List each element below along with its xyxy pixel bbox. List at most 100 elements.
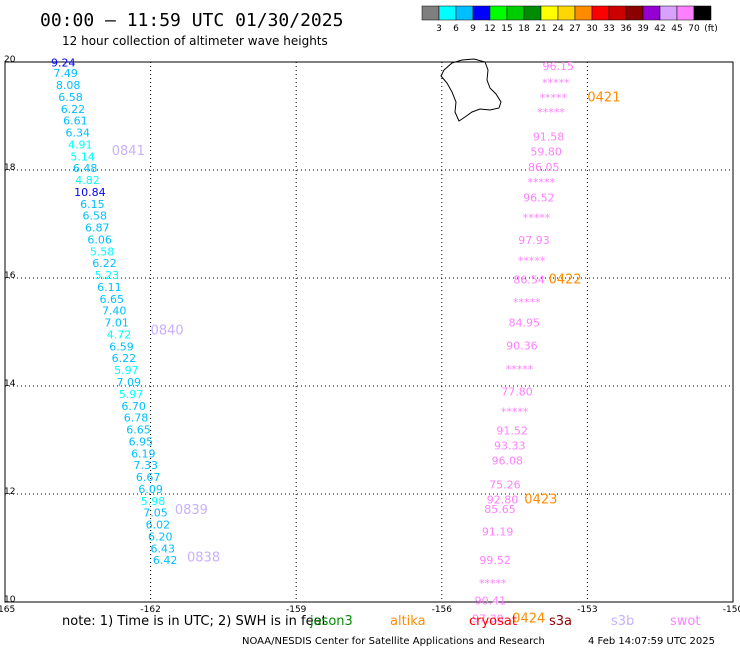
axis-ticks: -165 -162 -159 -156 -153 -150 10 12 14 16 18 20 (0, 55, 740, 615)
swh-value-s3b: 4.72 (107, 328, 132, 341)
swh-value-s3b: 6.22 (92, 257, 117, 270)
y-tick-label: 18 (4, 163, 16, 173)
hawaii-island-outline (440, 58, 502, 122)
chart-subtitle: 12 hour collection of altimeter wave hei… (62, 34, 328, 48)
legend-swatch (676, 5, 695, 21)
legend-swatch (557, 5, 576, 21)
legend-label: 30 (586, 24, 598, 34)
swh-value-s3b: 10.84 (74, 186, 106, 199)
satellite-legend: jason3 altika cryosat s3a s3b swot (309, 614, 700, 629)
legend-swatch (659, 5, 678, 21)
swh-value-s3b: 6.95 (129, 435, 154, 448)
x-tick-label: -165 (0, 605, 15, 615)
pass-label: 0423 (524, 493, 557, 508)
y-tick-label: 10 (4, 595, 16, 605)
satellite-label: s3b (611, 614, 634, 629)
legend-label: 33 (603, 24, 614, 34)
swh-value-s3b: 6.22 (112, 352, 137, 365)
satellite-label: cryosat (469, 614, 517, 629)
swh-value-swot: 91.58 (533, 130, 565, 143)
swh-value-s3b: 8.08 (56, 79, 81, 92)
swh-value-s3b: 6.43 (150, 542, 175, 555)
legend-label: 18 (518, 24, 530, 34)
color-legend: 3 6 9 12 15 18 21 24 27 30 33 36 39 42 45 70 (ft) (421, 5, 718, 34)
swh-value-swot: 93.33 (494, 440, 526, 453)
pass-labels: 0841 0840 0839 0838 0421 0422 0423 0424 (112, 90, 621, 626)
swh-value-swot: ***** (542, 76, 570, 89)
swh-value-swot: ***** (518, 255, 546, 268)
swh-value-s3b: 6.15 (80, 198, 105, 211)
swh-value-s3b: 6.65 (100, 293, 125, 306)
x-tick-label: -156 (432, 605, 453, 615)
legend-swatch (455, 5, 474, 21)
legend-swatch (591, 5, 610, 21)
pass-label: 0841 (112, 144, 145, 159)
swh-value-swot: 59.80 (530, 145, 562, 158)
legend-label: 39 (637, 24, 649, 34)
note-text: note: 1) Time is in UTC; 2) SWH is in fe… (62, 614, 327, 629)
swh-value-s3b: 6.61 (63, 115, 88, 128)
legend-label: 36 (620, 24, 632, 34)
plot-frame (4, 61, 734, 603)
swh-value-swot: 96.08 (492, 454, 524, 467)
swh-value-s3b: 6.42 (153, 554, 178, 567)
legend-swatch (642, 5, 661, 21)
x-tick-label: -153 (577, 605, 597, 615)
swh-value-swot: 84.95 (509, 317, 541, 330)
swh-value-swot: 86.54 (513, 273, 545, 286)
pass-label: 0421 (587, 90, 620, 105)
data-marks: 9.247.498.086.586.226.616.344.915.146.48… (51, 56, 574, 625)
legend-swatch (523, 5, 542, 21)
swh-value-s3b: 6.48 (73, 162, 98, 175)
swh-value-s3b: 6.11 (97, 281, 122, 294)
swh-value-s3b: 6.22 (61, 103, 86, 116)
swh-value-s3b: 7.01 (104, 317, 129, 330)
pass-label: 0422 (549, 272, 582, 287)
x-tick-label: -162 (140, 605, 160, 615)
legend-swatch (438, 5, 457, 21)
legend-swatch (421, 5, 440, 21)
swh-value-swot: ***** (537, 106, 565, 119)
swh-value-swot: 96.52 (523, 191, 555, 204)
swh-value-swot: 96.15 (543, 60, 575, 73)
legend-swatch (625, 5, 644, 21)
legend-swatch (472, 5, 491, 21)
swh-value-s3b: 5.97 (119, 388, 144, 401)
swh-value-s3b: 6.19 (131, 447, 156, 460)
pass-label: 0839 (175, 503, 208, 518)
satellite-label: swot (670, 614, 700, 629)
legend-label: 9 (470, 24, 476, 34)
swh-value-swot: 85.65 (484, 503, 516, 516)
swh-value-swot: ***** (523, 211, 551, 224)
y-tick-label: 12 (4, 487, 15, 497)
satellite-label: jason3 (309, 614, 353, 629)
swh-value-s3b: 6.58 (83, 210, 108, 223)
legend-swatch (574, 5, 593, 21)
satellite-label: altika (390, 614, 426, 629)
swh-value-swot: 99.52 (479, 554, 511, 567)
x-tick-label: -159 (286, 605, 307, 615)
swh-value-s3b: 6.58 (58, 91, 83, 104)
swh-value-swot: 97.30 (472, 613, 504, 626)
swh-value-s3b: 6.70 (121, 400, 146, 413)
swh-value-s3b: 6.34 (66, 127, 91, 140)
swh-value-s3b: 6.02 (146, 519, 171, 532)
swh-value-swot: 75.26 (489, 479, 521, 492)
y-tick-label: 20 (4, 55, 16, 65)
swh-value-swot: ***** (479, 577, 507, 590)
swh-value-s3b: 6.87 (85, 222, 110, 235)
swh-value-swot: 77.80 (501, 386, 533, 399)
legend-label: 15 (501, 24, 512, 34)
swh-value-swot: 91.52 (496, 425, 528, 438)
swh-value-s3b: 5.14 (70, 150, 95, 163)
swh-value-s3b: 9.24 (51, 56, 76, 69)
pass-label: 0424 (512, 612, 545, 627)
x-tick-label: -150 (723, 605, 740, 615)
swh-value-s3b: 5.58 (90, 245, 115, 258)
swh-value-swot: ***** (501, 406, 529, 419)
swh-value-s3b: 6.78 (124, 412, 149, 425)
legend-label: 6 (453, 24, 459, 34)
pass-label: 0840 (151, 324, 184, 339)
swh-value-s3b: 5.97 (114, 364, 139, 377)
